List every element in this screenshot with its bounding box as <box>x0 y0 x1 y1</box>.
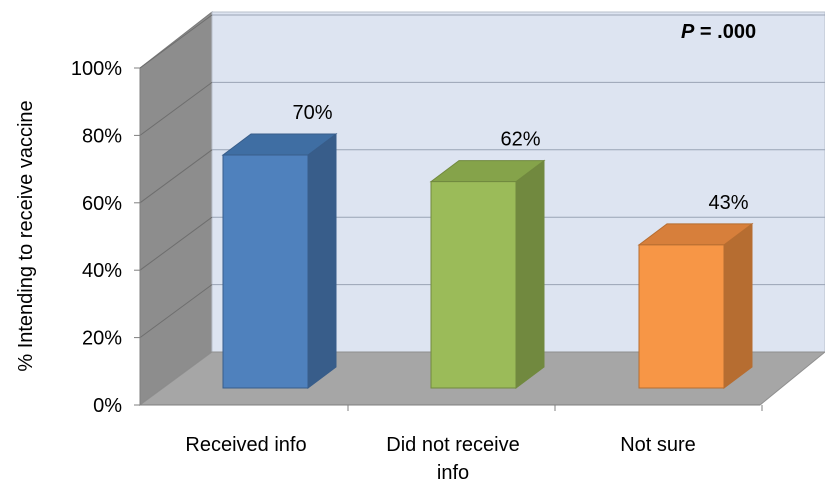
bar-front <box>638 244 725 389</box>
bar-front <box>430 181 517 389</box>
side-gridline-1 <box>139 284 213 339</box>
p-value-symbol: P <box>681 21 695 43</box>
y-tick-label: 40% <box>82 260 122 282</box>
bar-front <box>222 154 309 389</box>
category-label-line: Received info <box>185 434 306 456</box>
category-label-line: info <box>437 462 469 484</box>
category-label: Not sure <box>620 434 696 456</box>
category-label-line: Not sure <box>620 434 696 456</box>
value-axis: 0% 20% 40% 60% 80% 100% <box>71 58 763 417</box>
side-gridline-3 <box>139 149 213 204</box>
y-tick-label: 0% <box>93 395 122 417</box>
category-labels: Received info Did not receive info Not sure <box>185 434 695 484</box>
data-label: 62% <box>500 129 540 151</box>
data-label: 43% <box>708 192 748 214</box>
category-label-line: Did not receive <box>386 434 519 456</box>
y-tick-label: 60% <box>82 193 122 215</box>
p-value-text: = .000 <box>694 21 756 43</box>
bar <box>429 159 546 389</box>
bar <box>637 222 754 389</box>
side-wall <box>139 10 213 406</box>
category-label: Received info <box>185 434 306 456</box>
bar-side <box>723 222 753 389</box>
bar-side <box>307 133 337 389</box>
bar <box>221 133 338 389</box>
category-label: Did not receive info <box>386 434 519 484</box>
y-tick-label: 80% <box>82 125 122 147</box>
side-gridline-4 <box>139 81 213 136</box>
side-gridline-2 <box>139 216 213 271</box>
p-value-annotation: P = .000 <box>681 21 756 43</box>
bar-side <box>515 159 545 389</box>
y-axis-title: % Intending to receive vaccine <box>15 100 37 371</box>
y-tick-label: 100% <box>71 58 122 80</box>
bars <box>221 133 754 389</box>
data-labels: 70% 62% 43% <box>292 102 748 214</box>
y-tick-label: 20% <box>82 328 122 350</box>
side-gridline-5 <box>139 14 213 69</box>
data-label: 70% <box>292 102 332 124</box>
